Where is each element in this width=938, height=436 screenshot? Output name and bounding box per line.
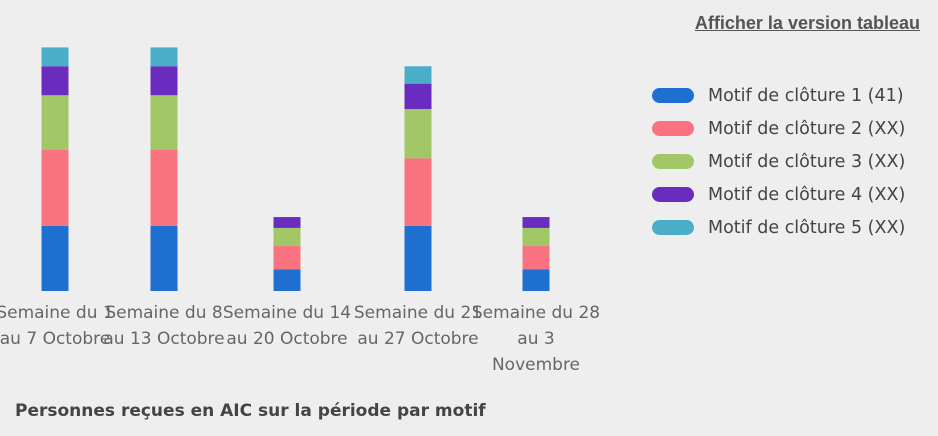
legend-label: Motif de clôture 2 (XX): [708, 118, 906, 139]
bar-segment: [404, 158, 432, 226]
bar-segment: [522, 217, 550, 228]
bar-segment: [522, 269, 550, 291]
legend-swatch: [652, 121, 694, 136]
bar-segment: [150, 149, 178, 226]
bar-segment: [404, 66, 432, 84]
category-label: Semaine du 28 au 3 Novembre: [471, 303, 601, 375]
bar-segment: [150, 95, 178, 150]
bar-segment: [404, 109, 432, 159]
bar-segment: [522, 227, 550, 247]
category-label: Semaine du 8 au 13 Octobre: [103, 303, 225, 349]
bar-segment: [150, 66, 178, 96]
category-label: Semaine du 21 au 27 Octobre: [353, 303, 483, 349]
legend-item: Motif de clôture 2 (XX): [652, 112, 905, 145]
legend-label: Motif de clôture 4 (XX): [708, 184, 906, 205]
bar-segment: [273, 269, 301, 291]
legend-item: Motif de clôture 1 (41): [652, 79, 905, 112]
bar-segment: [150, 225, 178, 291]
chart-caption: Personnes reçues en AIC sur la période p…: [15, 401, 486, 421]
bar-segment: [41, 149, 69, 226]
table-version-link[interactable]: Afficher la version tableau: [694, 13, 920, 33]
category-label: Semaine du 14 au 20 Octobre: [222, 303, 352, 349]
bar-segment: [41, 225, 69, 291]
legend-item: Motif de clôture 4 (XX): [652, 178, 905, 211]
bar-segment: [404, 83, 432, 110]
bar-segment: [273, 246, 301, 270]
chart-legend: Motif de clôture 1 (41) Motif de clôture …: [652, 79, 905, 244]
legend-swatch: [652, 88, 694, 103]
legend-swatch: [652, 187, 694, 202]
bar-segment: [41, 95, 69, 150]
bar-segment: [41, 47, 69, 67]
bar-segment: [404, 225, 432, 291]
bar-segment: [273, 217, 301, 228]
category-label: Semaine du 1 au 7 Octobre: [0, 303, 114, 349]
legend-label: Motif de clôture 5 (XX): [708, 217, 906, 238]
bar-segment: [41, 66, 69, 96]
bar-segment: [273, 227, 301, 247]
legend-swatch: [652, 154, 694, 169]
legend-swatch: [652, 220, 694, 235]
legend-item: Motif de clôture 3 (XX): [652, 145, 905, 178]
bar-segment: [522, 246, 550, 270]
bar-segment: [150, 47, 178, 67]
legend-label: Motif de clôture 1 (41): [708, 85, 904, 106]
stacked-bar-chart: [41, 47, 550, 291]
legend-item: Motif de clôture 5 (XX): [652, 211, 905, 244]
legend-label: Motif de clôture 3 (XX): [708, 151, 906, 172]
